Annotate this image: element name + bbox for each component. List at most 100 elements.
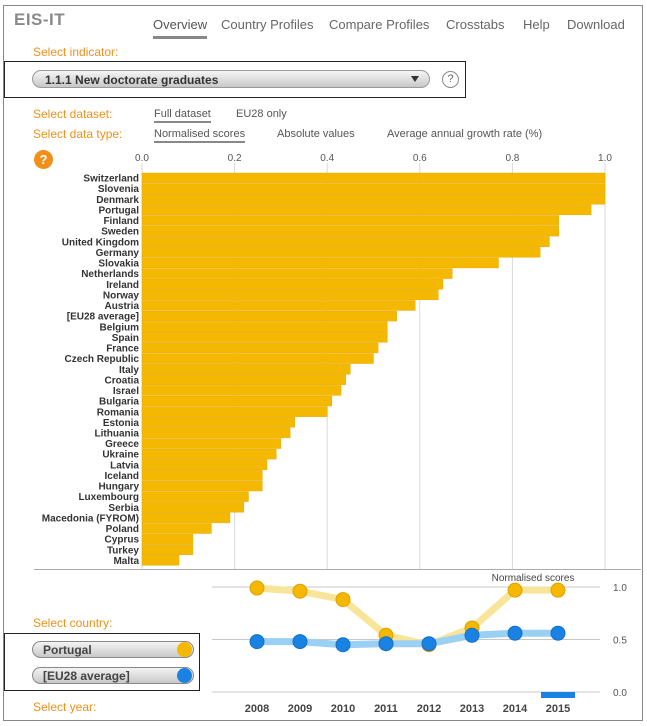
bar-chart: 0.0 0.2 0.4 0.6 0.8 1.0 SwitzerlandSloveniaDen… (42, 153, 612, 569)
x-tick-label: 0.4 (320, 153, 334, 164)
data-point (507, 582, 523, 598)
bar (141, 194, 606, 205)
category-label: Slovakia (98, 259, 139, 270)
tab-crosstabs[interactable]: Crosstabs (446, 17, 505, 32)
bar (141, 406, 328, 417)
bar (141, 225, 559, 237)
bar (141, 363, 351, 375)
category-label: Hungary (98, 482, 139, 493)
y-tick-label: 0.5 (613, 636, 627, 647)
active-tab-indicator (153, 36, 207, 39)
bar (141, 417, 295, 428)
dataset-option-eu28[interactable]: EU28 only (236, 108, 287, 120)
category-label: Ukraine (102, 450, 139, 461)
datatype-option-absolute[interactable]: Absolute values (277, 128, 355, 140)
category-label: Estonia (103, 418, 140, 429)
tab-overview[interactable]: Overview (153, 17, 208, 32)
tab-compare-profiles[interactable]: Compare Profiles (329, 17, 430, 32)
dataset-option-full[interactable]: Full dataset (154, 108, 211, 123)
bar (141, 353, 374, 364)
bar (141, 502, 245, 513)
category-label: Poland (106, 524, 139, 535)
data-point (249, 634, 265, 650)
category-label: Latvia (110, 460, 139, 471)
country-pill-label: [EU28 average] (43, 669, 130, 683)
bar (141, 247, 541, 258)
category-label: Croatia (105, 375, 140, 386)
chart-legend-label: Normalised scores (492, 573, 575, 584)
year-label: 2012 (417, 703, 441, 715)
x-tick-label: 1.0 (598, 153, 612, 164)
datatype-option-growth[interactable]: Average annual growth rate (%) (387, 128, 543, 140)
bar (141, 438, 282, 449)
bar (141, 491, 249, 502)
bar (141, 480, 263, 492)
bar (141, 523, 212, 534)
bar (141, 470, 263, 481)
category-label: Luxembourg (78, 492, 139, 503)
bar (141, 385, 342, 396)
country-pill-eu28[interactable]: [EU28 average] (32, 667, 194, 684)
category-label: Iceland (105, 471, 139, 482)
tab-download[interactable]: Download (567, 17, 625, 32)
bar (141, 300, 416, 311)
category-label: United Kingdom (62, 237, 139, 248)
bar (141, 448, 277, 460)
select-datatype-label: Select data type: (33, 127, 123, 141)
app-title: EIS-IT (14, 10, 66, 29)
bar (141, 215, 559, 226)
category-label: Israel (113, 386, 139, 397)
category-label: Sweden (101, 227, 139, 238)
x-tick-label: 0.6 (413, 153, 427, 164)
category-label: France (106, 344, 139, 355)
category-label: Norway (103, 290, 140, 301)
year-label: 2010 (331, 703, 355, 715)
data-point (507, 625, 523, 641)
data-point (550, 582, 566, 598)
category-label: Czech Republic (65, 354, 140, 365)
category-label: Belgium (100, 322, 140, 333)
category-label: Switzerland (83, 174, 139, 185)
section-divider (34, 569, 641, 570)
data-point (292, 583, 308, 599)
country-pill-portugal[interactable]: Portugal (32, 641, 194, 658)
select-year-label: Select year: (33, 700, 97, 714)
chevron-down-icon (411, 76, 419, 82)
category-label: Denmark (96, 195, 139, 206)
category-label: Bulgaria (99, 397, 139, 408)
category-label: [EU28 average] (67, 312, 139, 323)
bar (141, 427, 291, 439)
bar (141, 459, 268, 470)
chart-help-icon[interactable]: ? (34, 150, 53, 169)
year-label: 2015 (546, 703, 570, 715)
bar (141, 204, 592, 216)
app-frame (3, 5, 643, 721)
category-label: Macedonia (FYROM) (42, 513, 139, 524)
category-label: Turkey (107, 545, 139, 556)
category-label: Serbia (108, 503, 139, 514)
category-label: Spain (112, 333, 139, 344)
category-label: Cyprus (105, 535, 140, 546)
year-label: 2013 (460, 703, 484, 715)
data-point (335, 592, 351, 608)
x-tick-label: 0.8 (505, 153, 519, 164)
indicator-dropdown[interactable]: 1.1.1 New doctorate graduates (32, 70, 430, 88)
category-label: Finland (103, 216, 139, 227)
data-point (292, 634, 308, 650)
help-icon[interactable]: ? (442, 71, 459, 88)
tab-help[interactable]: Help (523, 17, 550, 32)
country-select-container (4, 633, 200, 691)
bar (141, 172, 606, 184)
bar (141, 183, 606, 194)
select-indicator-label: Select indicator: (33, 45, 119, 59)
year-label: 2008 (245, 703, 269, 715)
select-country-label: Select country: (33, 616, 113, 630)
country-pill-label: Portugal (43, 643, 92, 657)
select-dataset-label: Select dataset: (33, 107, 113, 121)
portugal-color-dot-icon (177, 642, 192, 657)
tab-country-profiles[interactable]: Country Profiles (221, 17, 314, 32)
bar (141, 533, 194, 545)
datatype-option-normalised[interactable]: Normalised scores (154, 128, 246, 143)
data-point (378, 636, 394, 652)
category-label: Greece (105, 439, 139, 450)
